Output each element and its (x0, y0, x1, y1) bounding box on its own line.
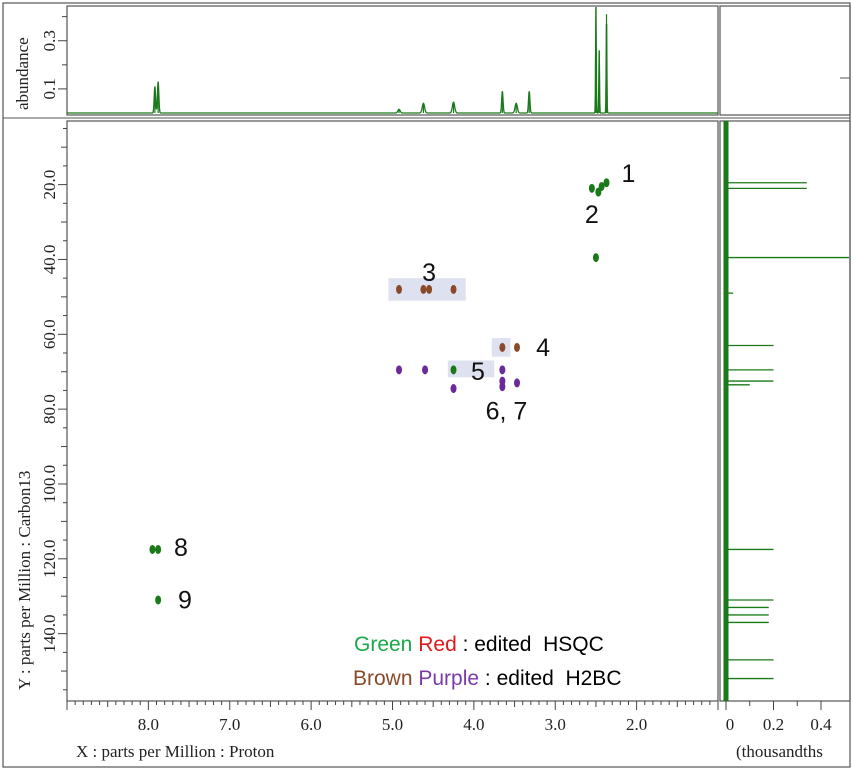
x-tick-label: 5.0 (382, 715, 403, 734)
top-tick-label: 0.3 (40, 30, 59, 51)
x-tick-label: 2.0 (626, 715, 647, 734)
legend-segment: Red (418, 633, 457, 656)
highlight-boxes (388, 278, 511, 378)
top-tick-label: 0.1 (40, 78, 59, 99)
cross-peak (514, 342, 521, 352)
cross-peak (499, 365, 506, 375)
cross-peak (588, 183, 595, 193)
y-axis: 20.0 40.0 60.0 80.0 100.0 120.0 140.0 (40, 127, 67, 691)
x-tick-label: 8.0 (138, 715, 159, 734)
legend-line-1: Green Red : edited HSQC (354, 633, 604, 656)
cross-peak (422, 365, 429, 375)
legend: Green Red : edited HSQC Brown Purple : e… (353, 633, 621, 690)
main-plot-frame (66, 120, 719, 702)
legend-segment: Green (354, 633, 412, 656)
y-tick-label: 140.0 (40, 615, 59, 653)
peak-label: 1 (622, 160, 636, 188)
y-axis-label: Y : parts per Million : Carbon13 (15, 471, 34, 690)
legend-segment: Purple (418, 667, 479, 690)
x-tick-label: 6.0 (301, 715, 322, 734)
peak-label: 3 (422, 259, 436, 287)
x-axis-label: X : parts per Million : Proton (76, 742, 275, 761)
right-projection (723, 121, 849, 701)
right-projection-axis: 0 0.2 0.4 (725, 701, 832, 734)
top-projection-frame (66, 5, 719, 116)
cross-peak (595, 187, 602, 197)
cross-peak (420, 284, 427, 294)
peak-label: 2 (585, 201, 599, 229)
cross-peak (592, 253, 599, 263)
peak-label: 9 (178, 586, 192, 614)
cross-peak (603, 178, 610, 188)
y-tick-label: 40.0 (40, 245, 59, 275)
right-tick-label: 0.4 (810, 715, 832, 734)
legend-segment: : edited HSQC (457, 633, 604, 656)
x-axis: 8.0 7.0 6.0 5.0 4.0 3.0 2.0 (66, 701, 719, 734)
cross-peak (155, 544, 162, 554)
legend-line-2: Brown Purple : edited H2BC (353, 667, 621, 690)
x-tick-label: 7.0 (219, 715, 240, 734)
right-tick-label: 0 (726, 715, 735, 734)
y-tick-label: 60.0 (40, 319, 59, 349)
cross-peak (499, 342, 506, 352)
peak-label: 6, 7 (486, 397, 528, 425)
cross-peak (149, 544, 156, 554)
x-tick-label: 3.0 (545, 715, 566, 734)
x-tick-label: 4.0 (463, 715, 484, 734)
cross-peak (155, 595, 162, 605)
peak-label: 4 (536, 334, 550, 362)
y-tick-label: 20.0 (40, 170, 59, 200)
top-projection-trace (67, 6, 718, 114)
cross-peak (514, 378, 521, 388)
top-right-corner-frame (719, 5, 851, 116)
peak-annotations: 12 3 4 56, 7 8 9 (174, 160, 635, 615)
peak-label: 8 (174, 534, 188, 562)
top-projection-ylabel: abundance (13, 37, 32, 110)
cross-peak (396, 284, 403, 294)
cross-peak (499, 382, 506, 392)
highlight-box-3 (447, 360, 495, 378)
cross-peak (396, 365, 403, 375)
top-projection (67, 6, 718, 114)
peak-label: 5 (471, 358, 485, 386)
right-tick-label: 0.2 (763, 715, 784, 734)
y-tick-label: 80.0 (40, 394, 59, 424)
right-projection-xlabel: (thousandths (736, 742, 823, 761)
y-tick-label: 100.0 (40, 465, 59, 503)
cross-peak (450, 365, 457, 375)
cross-peaks (149, 178, 610, 605)
right-projection-frame (719, 120, 851, 702)
top-projection-axis: 0.1 0.3 (40, 16, 67, 100)
y-tick-label: 120.0 (40, 540, 59, 578)
cross-peak (426, 284, 433, 294)
legend-segment: Brown (353, 667, 413, 690)
legend-segment: : edited H2BC (479, 667, 621, 690)
cross-peak (450, 384, 457, 394)
cross-peak (450, 284, 457, 294)
